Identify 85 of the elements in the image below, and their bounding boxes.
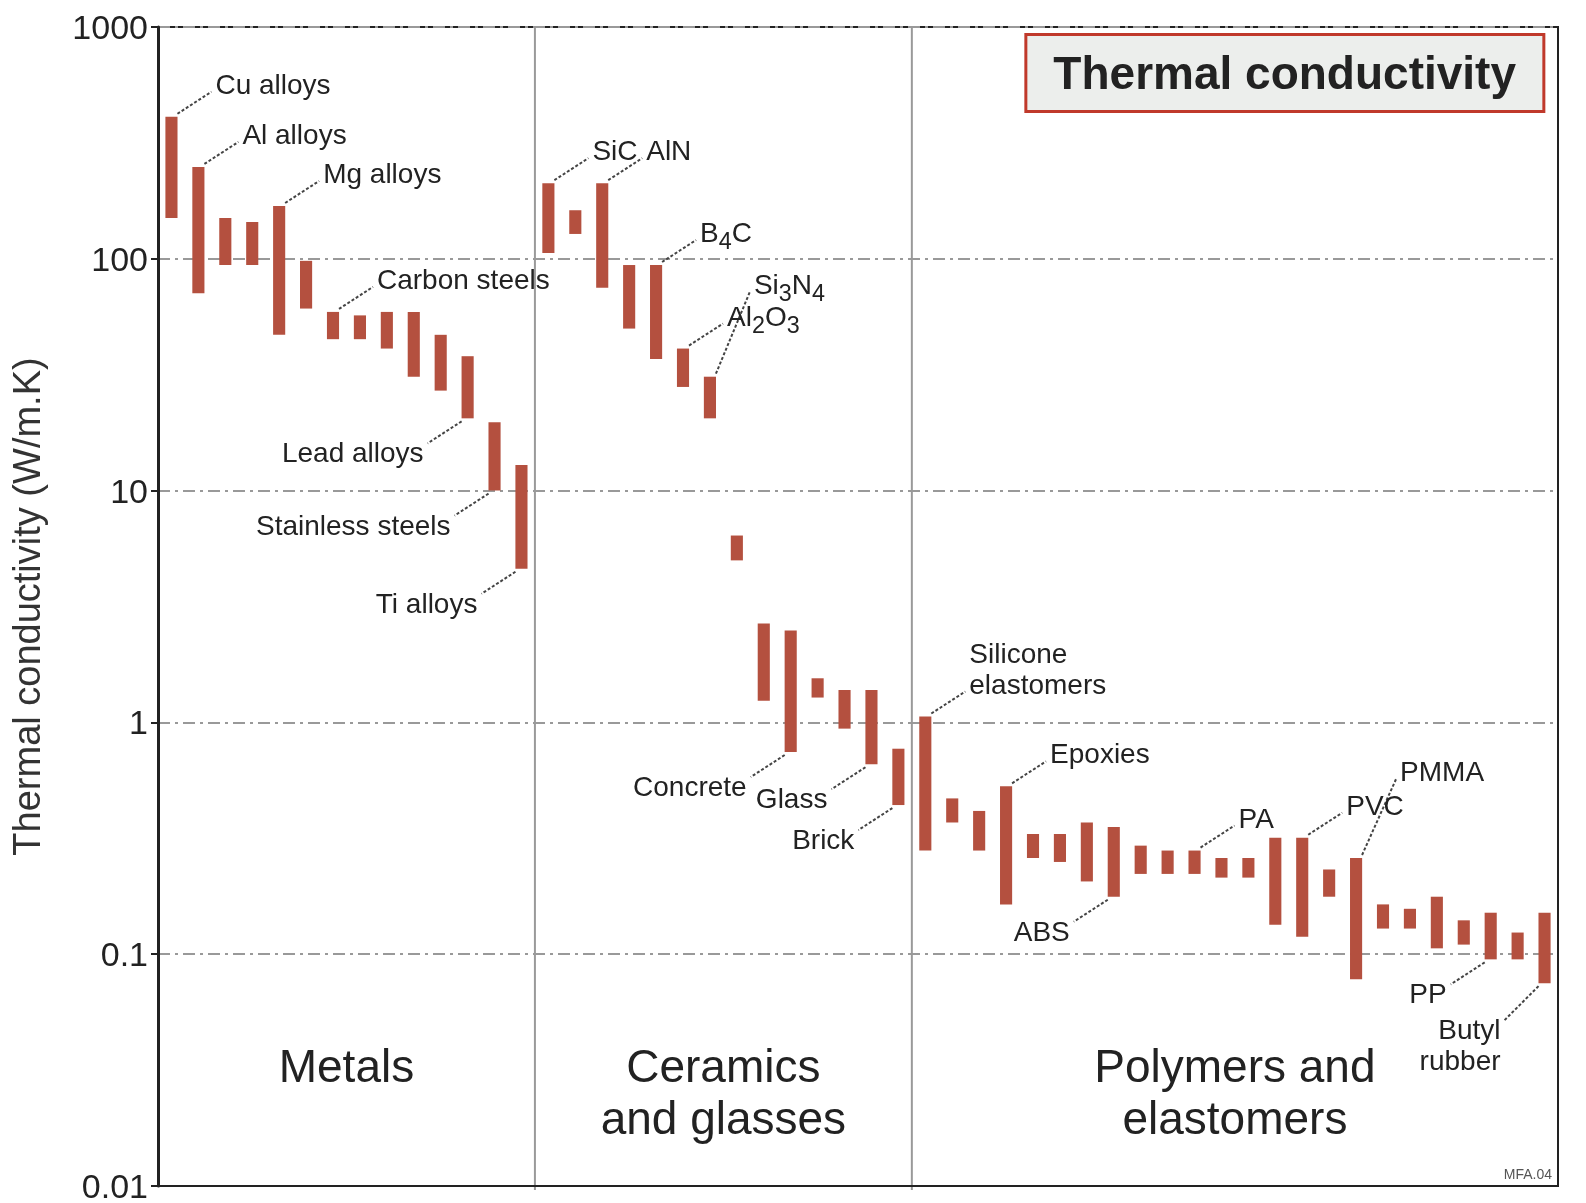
y-tick-label: 0.01: [81, 1167, 148, 1203]
bar: [1269, 837, 1282, 925]
annotation: ABS: [1012, 915, 1070, 947]
y-tick-label: 100: [91, 239, 148, 278]
annotation: PVC: [1346, 789, 1405, 821]
bar: [542, 183, 555, 253]
bar: [811, 678, 824, 698]
bar: [461, 356, 474, 419]
bar: [1296, 837, 1309, 937]
bar: [1242, 858, 1255, 878]
bar: [973, 810, 986, 851]
bar: [946, 798, 959, 823]
bar: [1188, 850, 1201, 874]
bar: [703, 376, 716, 419]
y-tick-label: 1000: [72, 8, 148, 46]
annotation: Ti alloys: [374, 587, 478, 619]
bar: [273, 205, 286, 335]
y-axis-title: Thermal conductivity (W/m.K): [6, 357, 48, 856]
bar: [353, 315, 366, 340]
annotation: Lead alloys: [280, 437, 424, 469]
bar: [1511, 932, 1524, 960]
bar: [1107, 826, 1120, 897]
bar: [515, 464, 528, 569]
annotation: Stainless steels: [255, 509, 451, 541]
bar: [650, 265, 663, 359]
bar: [569, 210, 582, 234]
annotation: Polymers and elastomers: [1094, 1040, 1376, 1144]
annotation: Silicone elastomers: [969, 637, 1108, 700]
bar: [1080, 822, 1093, 882]
bar: [730, 535, 743, 561]
annotation: Epoxies: [1050, 738, 1151, 770]
annotation: PMMA: [1400, 756, 1486, 787]
bar: [1053, 834, 1066, 862]
annotation: B$_{4}$C: [700, 217, 753, 256]
bar: [380, 311, 393, 349]
annotation: AlN: [646, 135, 693, 167]
bar: [1323, 869, 1336, 897]
annotation: Concrete: [632, 771, 747, 803]
annotation: Metals: [277, 1040, 416, 1092]
chart-title: Thermal conductivity: [1053, 47, 1517, 99]
bar: [1484, 912, 1497, 960]
bar: [1457, 920, 1470, 945]
bar: [676, 348, 690, 387]
annotation: Brick: [791, 824, 855, 856]
bar: [1350, 858, 1363, 980]
bar: [1430, 896, 1443, 949]
annotation: Al alloys: [242, 118, 348, 150]
bar: [488, 422, 501, 491]
bar: [757, 623, 770, 701]
bar: [1026, 834, 1040, 859]
bar: [784, 630, 797, 753]
bar: [246, 222, 259, 266]
annotation: Ceramics and glasses: [599, 1040, 848, 1144]
bar: [165, 116, 178, 218]
annotation: Mg alloys: [323, 157, 443, 189]
bar: [219, 217, 232, 266]
annotation: Butyl rubber: [1418, 1014, 1501, 1077]
bar: [596, 183, 609, 288]
annotation: Carbon steels: [377, 263, 551, 295]
bar: [919, 716, 932, 851]
annotation: SiC: [592, 135, 639, 167]
bar: [407, 311, 420, 377]
bar: [326, 311, 340, 340]
bar: [892, 748, 905, 806]
bar: [1403, 908, 1416, 929]
y-tick-label: 0.1: [100, 935, 148, 974]
annotation: Cu alloys: [215, 68, 332, 100]
bar: [1538, 912, 1551, 984]
bar: [1000, 786, 1013, 905]
bar: [300, 260, 313, 309]
bar: [434, 334, 447, 391]
y-tick-label: 10: [110, 471, 148, 510]
bar: [1215, 858, 1228, 878]
annotation: MFA.04: [1502, 1166, 1552, 1182]
bar: [623, 265, 636, 329]
annotation: PA: [1238, 802, 1275, 834]
annotation: PP: [1408, 978, 1447, 1010]
annotation: Glass: [754, 783, 828, 815]
bar: [1134, 845, 1147, 874]
bar: [192, 166, 205, 294]
bar: [838, 689, 851, 729]
bar: [1161, 850, 1174, 874]
bar: [865, 689, 878, 765]
bar: [1376, 904, 1390, 929]
y-tick-label: 1: [129, 703, 148, 742]
